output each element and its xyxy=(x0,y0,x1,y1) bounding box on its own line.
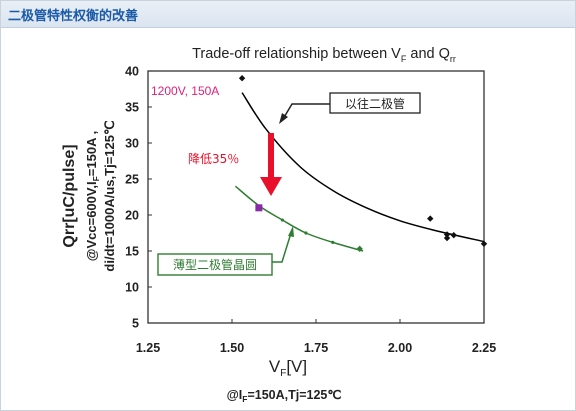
y-tick-label: 15 xyxy=(125,245,139,259)
conventional-data-point xyxy=(480,240,488,247)
x-tick-label: 1.25 xyxy=(136,341,160,355)
y-tick-label: 20 xyxy=(125,209,139,223)
thin-label-box xyxy=(157,253,273,276)
x-tick-label: 2.00 xyxy=(388,341,412,355)
x-axis-label: VF[V] xyxy=(269,357,307,379)
thin-wafer-data-point xyxy=(356,245,363,253)
fit-curves xyxy=(234,92,485,252)
conventional-label-box xyxy=(329,92,421,114)
y-axis-label: Qrr[uC/pulse] xyxy=(61,144,78,247)
conventional-diode-curve xyxy=(241,92,485,243)
improved-point-marker xyxy=(255,204,263,212)
data-points xyxy=(238,75,488,253)
conventional-data-point xyxy=(443,234,451,242)
reduction-arrow-head xyxy=(260,177,282,196)
conventional-data-point xyxy=(427,215,434,222)
thin-wafer-curve-marker xyxy=(280,218,284,222)
conventional-pointer xyxy=(282,103,330,120)
thin-wafer-curve xyxy=(234,185,364,252)
thin-wafer-curve-marker xyxy=(304,231,308,235)
plot-area xyxy=(147,70,485,324)
reduction-arrow-shaft xyxy=(268,133,274,177)
thin-pointer-head xyxy=(288,226,294,237)
y-axis-ticks: 5 10 15 20 25 30 35 40 xyxy=(125,65,152,331)
chart-title: Trade-off relationship between VF and Qr… xyxy=(192,46,456,64)
y-axis-condition-2: di/dt=1000A/us,Tj=125℃ xyxy=(102,120,117,271)
conventional-data-point xyxy=(238,75,246,82)
reduction-label: 降低35％ xyxy=(188,152,239,166)
y-axis-condition-1: @Vcc=600V,IF=150A , xyxy=(84,131,101,261)
y-tick-label: 10 xyxy=(125,281,139,295)
thin-pointer xyxy=(272,232,292,263)
panel-title: 二极管特性权衡的改善 xyxy=(8,9,139,24)
conventional-data-point xyxy=(450,231,457,239)
y-tick-label: 30 xyxy=(125,137,139,151)
conventional-data-point xyxy=(443,231,451,238)
panel-header: 二极管特性权衡的改善 xyxy=(1,1,575,28)
y-tick-label: 5 xyxy=(132,317,139,331)
x-axis-ticks: 1.25 1.50 1.75 2.00 2.25 xyxy=(136,319,496,355)
x-tick-label: 1.50 xyxy=(220,341,244,355)
thin-wafer-curve-marker xyxy=(331,240,335,244)
rating-label: 1200V, 150A xyxy=(151,84,219,98)
x-tick-label: 2.25 xyxy=(472,341,496,355)
y-tick-label: 25 xyxy=(125,173,139,187)
y-tick-label: 40 xyxy=(125,65,139,79)
conventional-pointer-head xyxy=(279,113,288,124)
x-tick-label: 1.75 xyxy=(304,341,328,355)
y-tick-label: 35 xyxy=(125,101,139,115)
conventional-label: 以往二极管 xyxy=(345,96,405,111)
test-condition-footnote: @IF=150A,Tj=125℃ xyxy=(227,388,342,404)
thin-label: 薄型二极管晶圆 xyxy=(173,257,257,272)
